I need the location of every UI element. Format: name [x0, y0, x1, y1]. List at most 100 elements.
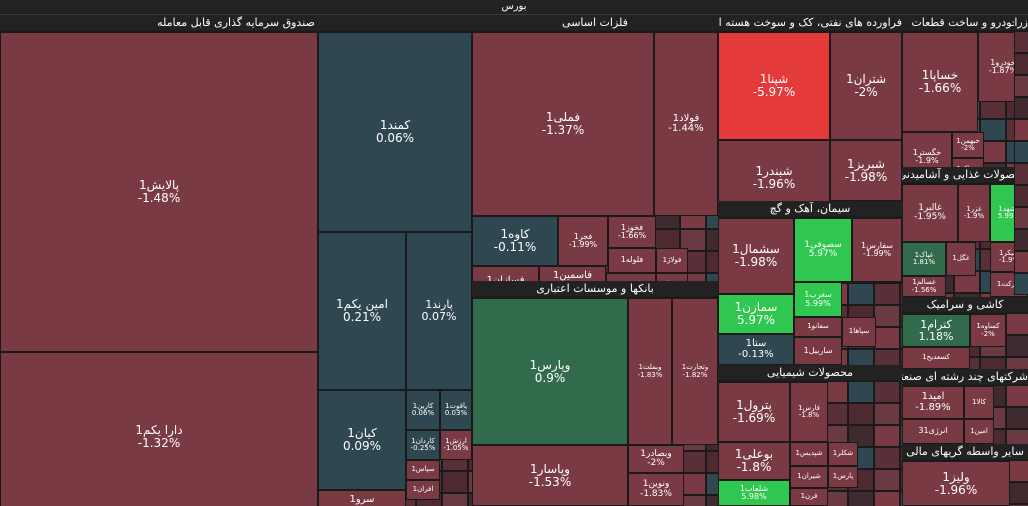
symbol-tile[interactable]: خگستر1 -1.9% [902, 132, 952, 167]
symbol-tile[interactable]: غسالم1 -1.56% [902, 276, 946, 297]
symbol-tile[interactable]: افران1 [406, 480, 440, 500]
symbol-tile[interactable]: خساپا1 -1.66% [902, 32, 978, 132]
symbol-tile[interactable]: وتجارت1 -1.82% [672, 298, 718, 445]
symbol-tile[interactable]: کالا1 [964, 386, 994, 419]
symbol-tile[interactable]: غگل1 [946, 242, 976, 276]
symbol-tile[interactable]: سرو1-1.41% [318, 490, 406, 506]
minor-tile[interactable] [900, 447, 902, 469]
minor-tile[interactable] [1014, 207, 1028, 229]
symbol-tile[interactable]: پارس1 [828, 466, 858, 488]
minor-tile[interactable] [468, 471, 472, 493]
minor-tile[interactable] [874, 403, 900, 425]
minor-tile[interactable] [900, 305, 902, 327]
minor-tile[interactable] [1006, 385, 1028, 407]
symbol-tile[interactable]: پارند1 0.07% [406, 232, 472, 390]
minor-tile[interactable] [874, 283, 900, 305]
symbol-tile[interactable]: فسازان1 [472, 266, 539, 281]
minor-tile[interactable] [1006, 357, 1028, 369]
symbol-tile[interactable]: سمازن1 5.97% [718, 294, 794, 334]
symbol-tile[interactable]: فخوز1 -1.66% [608, 216, 656, 248]
symbol-tile[interactable]: شکلر1 [828, 442, 858, 466]
minor-tile[interactable] [1014, 273, 1028, 295]
symbol-tile[interactable]: وپاسار1 -1.53% [472, 445, 628, 506]
symbol-tile[interactable]: فجر1 -1.99% [558, 216, 608, 266]
minor-tile[interactable] [900, 283, 902, 305]
minor-tile[interactable] [900, 469, 902, 491]
symbol-tile[interactable]: دارا یکم1 -1.32% [0, 352, 318, 506]
minor-tile[interactable] [1014, 229, 1028, 251]
symbol-tile[interactable]: کاوه1 -0.11% [472, 216, 558, 266]
minor-tile[interactable] [1014, 141, 1028, 163]
minor-tile[interactable] [900, 349, 902, 365]
symbol-tile[interactable]: فسپا1 [656, 273, 688, 281]
symbol-tile[interactable]: امید1 -1.89% [902, 386, 964, 419]
symbol-tile[interactable]: شیران1 [790, 466, 828, 488]
symbol-tile[interactable]: کترام1 1.18% [902, 314, 970, 347]
minor-tile[interactable] [442, 493, 468, 506]
symbol-tile[interactable]: ارزش1 -1.05% [440, 430, 472, 460]
symbol-tile[interactable]: ونوین1 -1.83% [628, 473, 684, 506]
minor-tile[interactable] [848, 283, 874, 305]
symbol-tile[interactable]: بوعلی1 -1.8% [718, 442, 790, 480]
symbol-tile[interactable]: کساوه1 -2% [970, 314, 1006, 347]
minor-tile[interactable] [874, 381, 900, 403]
symbol-tile[interactable]: پترول1 -1.69% [718, 382, 790, 442]
symbol-tile[interactable]: غالبر1 -1.95% [902, 184, 958, 242]
minor-tile[interactable] [706, 495, 718, 506]
minor-tile[interactable] [1014, 251, 1028, 273]
minor-tile[interactable] [706, 251, 718, 273]
symbol-tile[interactable]: سپاس1 [406, 460, 440, 480]
symbol-tile[interactable]: کارین1 0.06% [406, 390, 440, 430]
symbol-tile[interactable]: شتران1 -2% [830, 32, 902, 140]
minor-tile[interactable] [848, 349, 874, 365]
symbol-tile[interactable]: وبملت1 -1.83% [628, 298, 672, 445]
symbol-tile[interactable]: وپارس1 0.9% [472, 298, 628, 445]
symbol-tile[interactable]: کسعدیح1 [902, 347, 970, 369]
symbol-tile[interactable]: امین یکم1 0.21% [318, 232, 406, 390]
minor-tile[interactable] [954, 293, 980, 297]
symbol-tile[interactable]: فاسمین1-1.97% [539, 266, 606, 281]
minor-tile[interactable] [874, 327, 900, 349]
symbol-tile[interactable]: خبهمن1 -2% [952, 132, 984, 158]
symbol-tile[interactable]: وبصادر1 -2% [628, 445, 684, 473]
minor-tile[interactable] [874, 305, 900, 327]
symbol-tile[interactable]: کمند1 0.06% [318, 32, 472, 232]
minor-tile[interactable] [980, 357, 1006, 369]
minor-tile[interactable] [848, 381, 874, 403]
symbol-tile[interactable]: ساربیل1 [794, 337, 842, 365]
minor-tile[interactable] [900, 425, 902, 447]
minor-tile[interactable] [874, 469, 900, 491]
minor-tile[interactable] [706, 273, 718, 281]
symbol-tile[interactable]: کویر1 [606, 273, 656, 281]
symbol-tile[interactable]: سفانو1 [794, 317, 842, 337]
minor-tile[interactable] [900, 327, 902, 349]
symbol-tile[interactable]: ستا1 -0.13% [718, 334, 794, 365]
symbol-tile[interactable]: کاردان1 -0.25% [406, 430, 440, 460]
minor-tile[interactable] [1006, 407, 1028, 429]
minor-tile[interactable] [900, 491, 902, 506]
symbol-tile[interactable]: فملی1 -1.37% [472, 32, 654, 216]
symbol-tile[interactable]: سپاها1 [842, 317, 876, 347]
minor-tile[interactable] [900, 381, 902, 403]
symbol-tile[interactable]: یاقوت1 0.03% [440, 390, 472, 430]
minor-tile[interactable] [1014, 119, 1028, 141]
symbol-tile[interactable]: فولاژ1 [656, 248, 688, 273]
symbol-tile[interactable]: پالایش1 -1.48% [0, 32, 318, 352]
symbol-tile[interactable]: کیان1 0.09% [318, 390, 406, 490]
minor-tile[interactable] [848, 425, 874, 447]
symbol-tile[interactable]: سشمال1 -1.98% [718, 218, 794, 294]
minor-tile[interactable] [848, 403, 874, 425]
minor-tile[interactable] [874, 425, 900, 447]
minor-tile[interactable] [1014, 75, 1028, 97]
minor-tile[interactable] [980, 119, 1006, 141]
symbol-tile[interactable]: غپاک1 1.81% [902, 242, 946, 276]
minor-tile[interactable] [1014, 53, 1028, 75]
minor-tile[interactable] [900, 403, 902, 425]
minor-tile[interactable] [1014, 163, 1028, 185]
minor-tile[interactable] [680, 229, 706, 251]
minor-tile[interactable] [1006, 429, 1028, 444]
minor-tile[interactable] [874, 349, 900, 365]
minor-tile[interactable] [442, 471, 468, 493]
symbol-tile[interactable]: سصوفی1 5.97% [794, 218, 852, 282]
symbol-tile[interactable]: شلعاب1 5.98% [718, 480, 790, 506]
